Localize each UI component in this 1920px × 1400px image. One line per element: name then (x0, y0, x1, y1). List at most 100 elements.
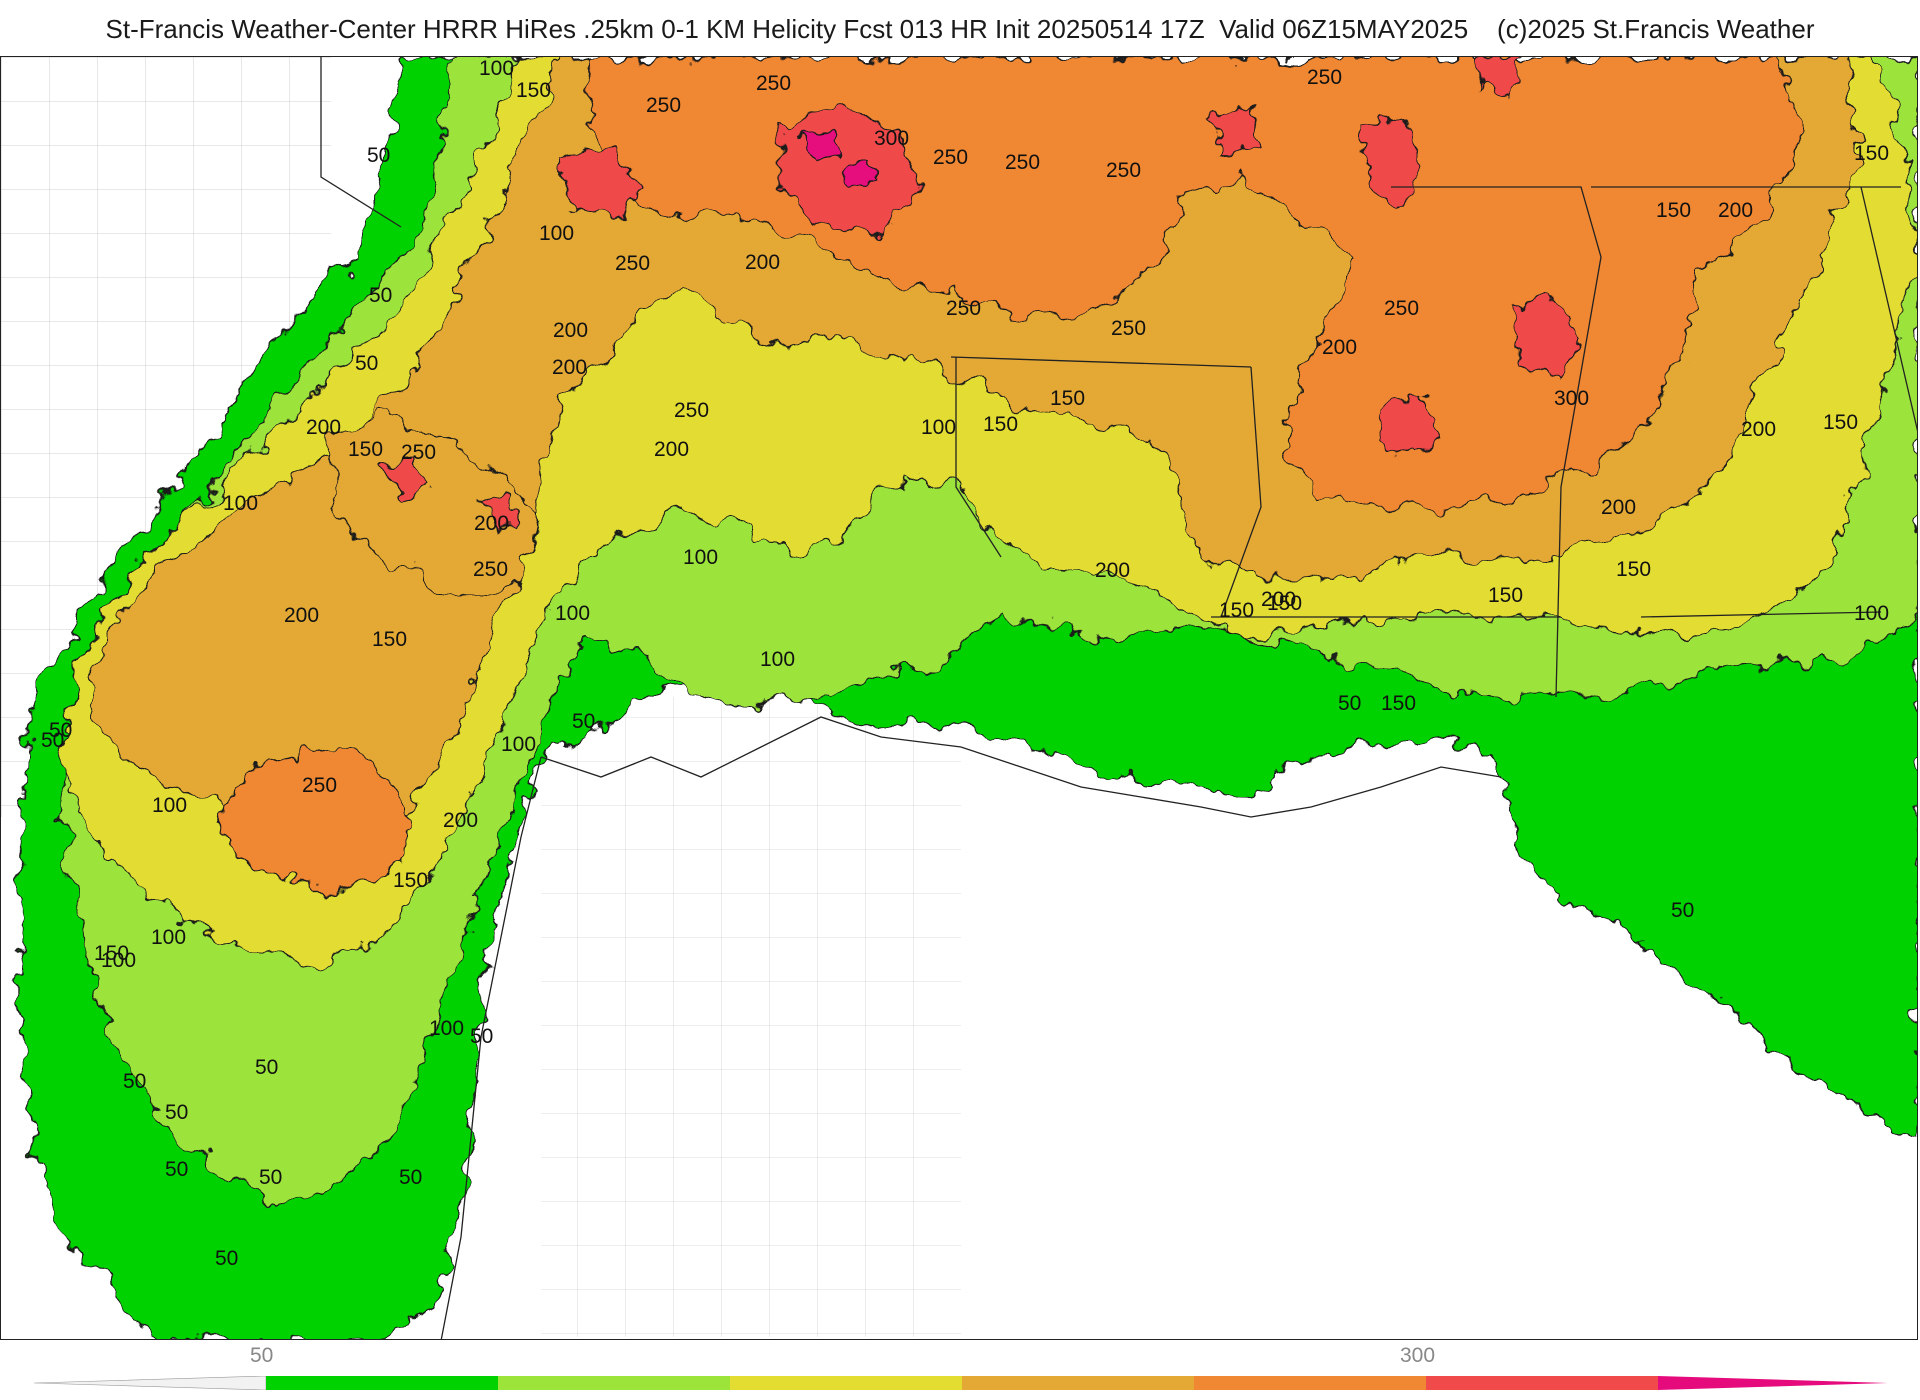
contour-label: 100 (429, 1017, 464, 1040)
contour-label: 50 (255, 1056, 278, 1079)
state-line-east (1860, 186, 1917, 432)
band-300-north-e (1210, 106, 1262, 158)
contour-label: 150 (348, 438, 383, 461)
state-line-ok-tx (950, 356, 1252, 368)
contour-label: 50 (369, 284, 392, 307)
scale-seg-100 (498, 1376, 730, 1390)
contour-label: 200 (443, 809, 478, 832)
scale-tick-300: 300 (1400, 1344, 1436, 1367)
contour-label: 250 (1005, 151, 1040, 174)
county-grid-texas (541, 697, 961, 1337)
contour-label: 200 (1322, 336, 1357, 359)
scale-seg-250 (1194, 1376, 1426, 1390)
contour-label: 100 (921, 416, 956, 439)
contour-label: 200 (1261, 588, 1296, 611)
contour-label: 250 (946, 297, 981, 320)
contour-label: 50 (215, 1247, 238, 1270)
contour-label: 250 (1384, 297, 1419, 320)
contour-label: 50 (355, 352, 378, 375)
state-line-la (955, 357, 1002, 558)
contour-label: 50 (572, 710, 595, 733)
contour-label: 200 (306, 416, 341, 439)
contour-label: 150 (1616, 558, 1651, 581)
contour-label: 200 (1601, 496, 1636, 519)
contour-label: 250 (674, 399, 709, 422)
contour-label: 200 (553, 319, 588, 342)
band-300-west (379, 456, 433, 498)
scale-seg-200 (962, 1376, 1194, 1390)
contour-label: 300 (874, 127, 909, 150)
contour-label: 200 (284, 604, 319, 627)
contour-label: 150 (372, 628, 407, 651)
helicity-peaks (379, 57, 1582, 528)
scale-right-arrow (1658, 1376, 1888, 1390)
color-scale-svg (33, 1375, 1888, 1391)
contour-label: 250 (1111, 317, 1146, 340)
contour-label: 100 (152, 794, 187, 817)
contour-label: 150 (1267, 592, 1302, 615)
contour-label: 50 (399, 1166, 422, 1189)
contour-label: 200 (1741, 418, 1776, 441)
contour-label: 150 (94, 942, 129, 965)
contour-label: 50 (367, 144, 390, 167)
map-title: St-Francis Weather-Center HRRR HiRes .25… (105, 14, 1815, 44)
band-300-north-b (560, 146, 642, 218)
contour-label: 100 (223, 492, 258, 515)
helicity-map: 100 150 50 100 50 50 250 250 300 250 250 250 250 250 2… (0, 56, 1918, 1340)
contour-label: 100 (479, 57, 514, 80)
band-300-north-d (1480, 57, 1522, 98)
contour-label: 200 (1718, 199, 1753, 222)
contour-label: 150 (983, 413, 1018, 436)
band-300-east-b (1375, 396, 1442, 458)
contour-label: 50 (49, 719, 72, 742)
contour-label: 100 (555, 602, 590, 625)
color-scale-bar (33, 1375, 1888, 1391)
contour-label: 200 (654, 438, 689, 461)
contour-label: 200 (552, 356, 587, 379)
contour-label: 100 (101, 949, 136, 972)
band-300-east-a (1510, 296, 1582, 378)
contour-label: 50 (165, 1158, 188, 1181)
scale-tick-50: 50 (250, 1344, 274, 1367)
contour-label: 50 (259, 1166, 282, 1189)
contour-label: 150 (1050, 387, 1085, 410)
coastline (440, 716, 1502, 1339)
contour-label: 300 (1554, 387, 1589, 410)
contour-label: 100 (539, 222, 574, 245)
contour-label: 150 (516, 79, 551, 102)
contour-label: 250 (302, 774, 337, 797)
contour-label: 250 (473, 558, 508, 581)
contour-label: 150 (1656, 199, 1691, 222)
contour-label: 250 (615, 252, 650, 275)
band-300-west-b (479, 496, 522, 528)
contour-label: 250 (756, 72, 791, 95)
state-line-west (320, 57, 402, 228)
contour-label: 150 (393, 869, 428, 892)
contour-label: 150 (1823, 411, 1858, 434)
band-350-peak-b (839, 164, 877, 186)
band-250-west (225, 746, 412, 888)
scale-seg-300 (1426, 1376, 1658, 1390)
contour-label: 100 (683, 546, 718, 569)
scale-seg-150 (730, 1376, 962, 1390)
contour-label: 200 (1095, 559, 1130, 582)
contour-label: 150 (1854, 142, 1889, 165)
contour-label: 150 (1219, 599, 1254, 622)
scale-left-arrow (33, 1375, 267, 1391)
contour-label: 50 (41, 729, 64, 752)
contour-label: 100 (760, 648, 795, 671)
contour-label: 50 (470, 1025, 493, 1048)
contour-label: 150 (1488, 584, 1523, 607)
contour-label: 250 (1307, 66, 1342, 89)
contour-label: 250 (1106, 159, 1141, 182)
contour-label: 50 (1671, 899, 1694, 922)
contour-label: 200 (474, 512, 509, 535)
state-line-ar-ms (1220, 366, 1262, 618)
contour-label: 250 (401, 441, 436, 464)
contour-label: 150 (1381, 692, 1416, 715)
state-line-fl (1640, 611, 1882, 618)
band-350-peak (799, 131, 842, 163)
band-200-west-mid (330, 416, 542, 598)
